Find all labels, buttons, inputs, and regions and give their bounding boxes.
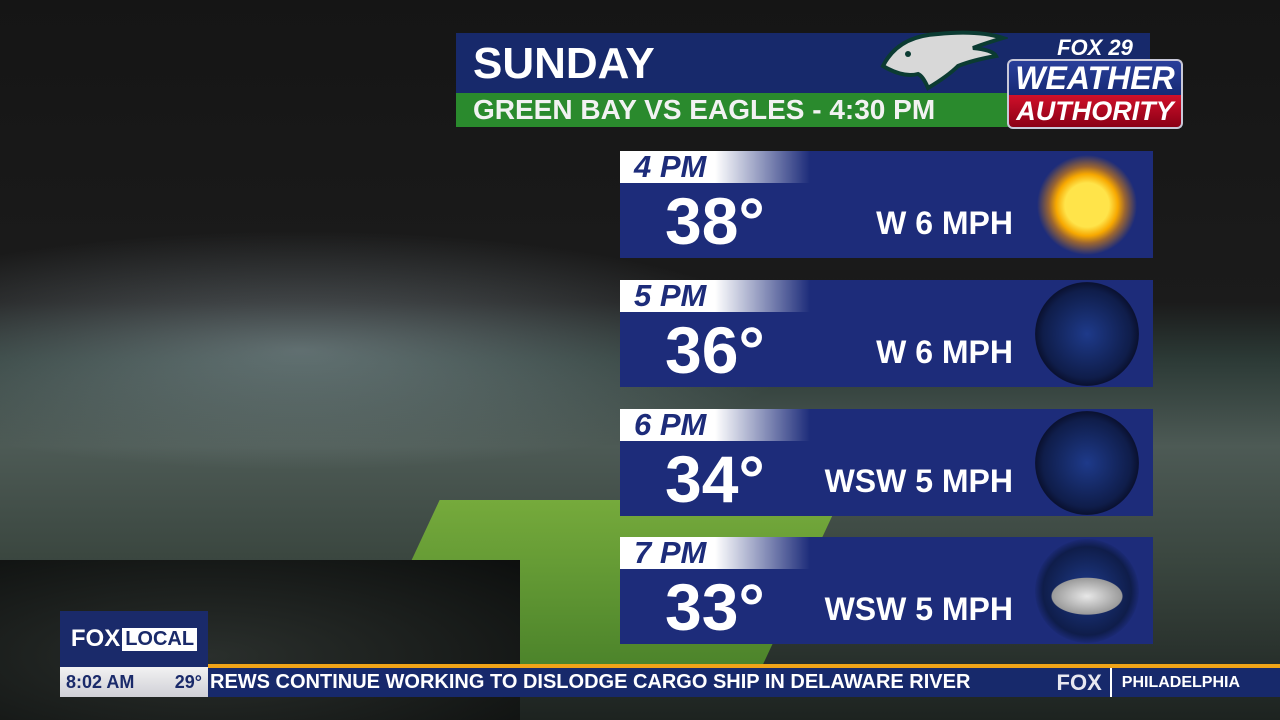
- forecast-wind: WSW 5 MPH: [824, 463, 1013, 499]
- current-temp: 29°: [174, 672, 202, 692]
- forecast-row: 5 PM 36° W 6 MPH: [620, 280, 1153, 387]
- forecast-wind: W 6 MPH: [876, 334, 1013, 370]
- fox-network-logo: FOX: [1056, 670, 1102, 695]
- time-temp-bug: 8:02 AM 29°: [60, 667, 208, 697]
- ticker-message: REWS CONTINUE WORKING TO DISLODGE CARGO …: [210, 671, 971, 693]
- fox-local-logo: FOX LOCAL: [60, 611, 208, 667]
- forecast-temp: 33°: [665, 570, 765, 644]
- forecast-temp: 38°: [665, 184, 765, 258]
- ticker-city: PHILADELPHIA: [1109, 668, 1280, 697]
- local-brand: LOCAL: [122, 627, 198, 651]
- fox-brand: FOX: [70, 625, 121, 652]
- weather-authority-logo: FOX 29 WEATHER AUTHORITY: [1007, 37, 1183, 130]
- logo-authority: AUTHORITY: [1007, 95, 1183, 129]
- station-name: FOX 29: [1057, 35, 1133, 60]
- clear-night-icon: [1035, 411, 1139, 515]
- game-subtitle: GREEN BAY VS EAGLES - 4:30 PM: [456, 93, 1012, 127]
- forecast-temp: 34°: [665, 442, 765, 516]
- sun-icon: [1035, 153, 1139, 257]
- forecast-wind: WSW 5 MPH: [824, 591, 1013, 627]
- forecast-row: 4 PM 38° W 6 MPH: [620, 151, 1153, 258]
- partly-cloudy-night-icon: [1035, 539, 1139, 643]
- eagles-logo-icon: [880, 30, 1008, 91]
- day-title: Sunday: [473, 39, 655, 88]
- logo-weather: WEATHER: [1007, 59, 1183, 95]
- forecast-wind: W 6 MPH: [876, 205, 1013, 241]
- forecast-temp: 36°: [665, 313, 765, 387]
- forecast-row: 6 PM 34° WSW 5 MPH: [620, 409, 1153, 516]
- forecast-time: 7 PM: [620, 537, 810, 569]
- ticker-accent-line: [208, 664, 1280, 668]
- news-ticker: REWS CONTINUE WORKING TO DISLODGE CARGO …: [208, 668, 1280, 697]
- forecast-time: 4 PM: [620, 151, 810, 183]
- clear-night-icon: [1035, 282, 1139, 386]
- forecast-row: 7 PM 33° WSW 5 MPH: [620, 537, 1153, 644]
- forecast-time: 6 PM: [620, 409, 810, 441]
- forecast-time: 5 PM: [620, 280, 810, 312]
- clock-time: 8:02 AM: [66, 672, 135, 692]
